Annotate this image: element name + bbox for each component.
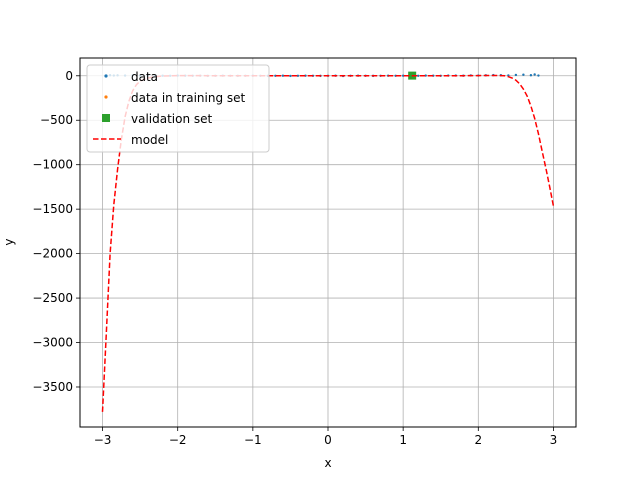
- legend-model-label: model: [131, 133, 168, 147]
- data-point: [529, 74, 533, 77]
- ticks: −3 −2 −1 0 1 2 3 0 −500 −1000 −1500 −2000 −2500 −3000…: [32, 69, 557, 447]
- legend-training-label: data in training set: [131, 91, 246, 105]
- legend-validation-marker: [102, 114, 110, 122]
- y-tick-label: −2500: [32, 291, 73, 305]
- y-tick-label: −1500: [32, 202, 73, 216]
- x-tick-label: 0: [324, 433, 332, 447]
- y-tick-label: −3000: [32, 336, 73, 350]
- y-tick-label: −2000: [32, 247, 73, 261]
- y-tick-label: −3500: [32, 380, 73, 394]
- y-tick-label: −1000: [32, 158, 73, 172]
- data-point: [537, 74, 540, 77]
- legend-training-marker: [104, 95, 108, 99]
- x-tick-label: 1: [399, 433, 407, 447]
- data-point: [533, 73, 536, 76]
- legend: data data in training set validation set…: [86, 64, 270, 153]
- y-axis-label: y: [2, 238, 16, 245]
- legend-data-marker: [104, 74, 108, 78]
- y-tick-label: 0: [65, 69, 73, 83]
- x-axis-label: x: [324, 456, 331, 470]
- data-point: [522, 73, 525, 76]
- x-tick-label: 2: [474, 433, 482, 447]
- x-tick-label: 3: [550, 433, 558, 447]
- x-tick-label: −3: [94, 433, 112, 447]
- x-tick-label: −1: [244, 433, 262, 447]
- legend-data-label: data: [131, 70, 158, 84]
- data-point: [514, 73, 518, 77]
- x-tick-label: −2: [169, 433, 187, 447]
- data-point: [416, 74, 420, 77]
- data-point: [296, 74, 300, 77]
- legend-validation-label: validation set: [131, 112, 213, 126]
- legend-box: [86, 64, 270, 153]
- y-tick-label: −500: [40, 113, 73, 127]
- data-point: [281, 74, 285, 77]
- data-point: [289, 74, 292, 78]
